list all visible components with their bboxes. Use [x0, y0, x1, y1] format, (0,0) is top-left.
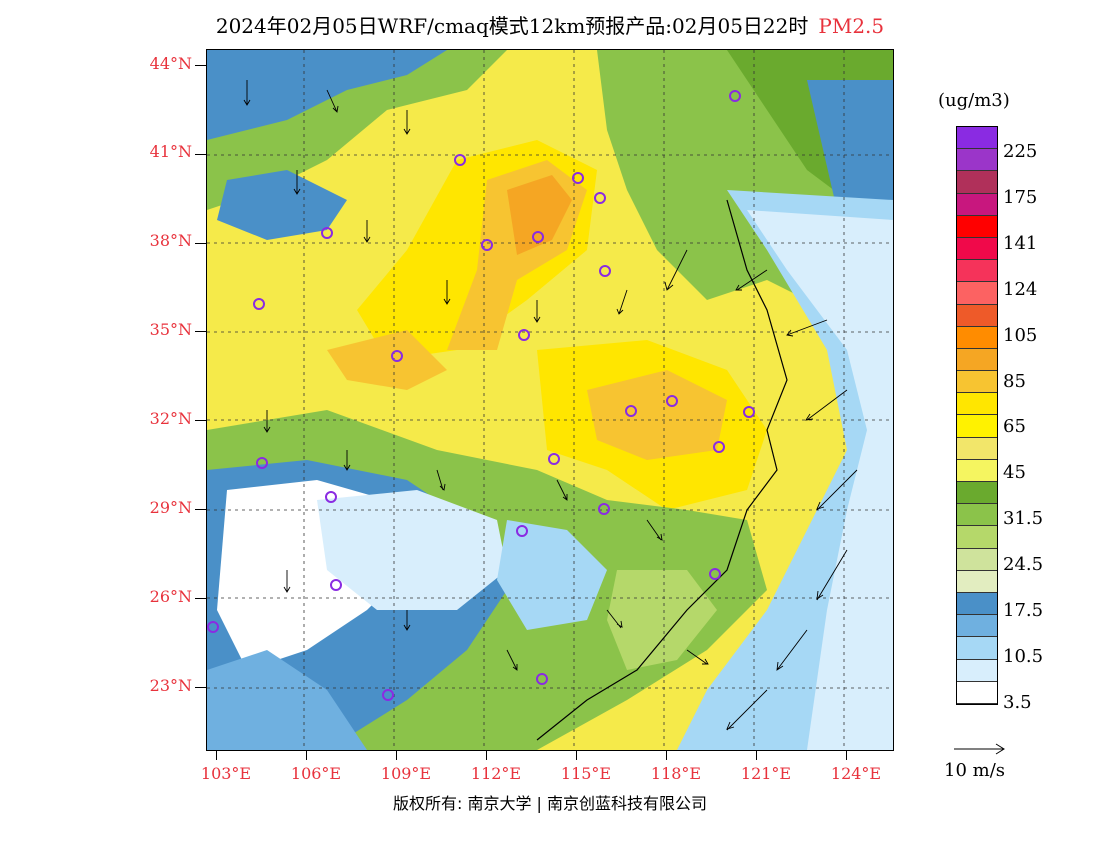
colorbar	[956, 126, 998, 705]
colorbar-swatch	[957, 482, 997, 505]
colorbar-swatch	[957, 237, 997, 261]
lon-label: 103°E	[200, 764, 252, 783]
lat-label: 38°N	[149, 231, 192, 250]
lat-label: 35°N	[149, 320, 192, 339]
colorbar-swatch	[957, 393, 997, 416]
colorbar-unit: (ug/m3)	[938, 90, 1010, 111]
colorbar-label: 225	[1003, 141, 1038, 162]
colorbar-swatch	[957, 592, 997, 616]
colorbar-swatch	[957, 548, 997, 571]
colorbar-swatch	[957, 637, 997, 660]
colorbar-swatch	[957, 171, 997, 194]
lat-label: 32°N	[149, 409, 192, 428]
colorbar-swatch	[957, 681, 997, 704]
colorbar-swatch	[957, 348, 997, 372]
colorbar-swatch	[957, 260, 997, 283]
colorbar-swatch	[957, 215, 997, 238]
colorbar-label: 85	[1003, 371, 1026, 392]
colorbar-swatch	[957, 437, 997, 460]
lon-label: 124°E	[830, 764, 882, 783]
colorbar-swatch	[957, 304, 997, 327]
colorbar-swatch	[957, 149, 997, 172]
lon-label: 118°E	[650, 764, 702, 783]
copyright: 版权所有: 南京大学 | 南京创蓝科技有限公司	[392, 794, 708, 813]
colorbar-label: 141	[1003, 233, 1038, 254]
map-title: 2024年02月05日WRF/cmaq模式12km预报产品:02月05日22时 P…	[0, 10, 1100, 39]
colorbar-label: 105	[1003, 325, 1038, 346]
colorbar-label: 65	[1003, 416, 1026, 437]
lon-label: 115°E	[560, 764, 612, 783]
colorbar-swatch	[957, 659, 997, 682]
lon-label: 112°E	[470, 764, 522, 783]
colorbar-swatch	[957, 326, 997, 349]
colorbar-label: 10.5	[1003, 646, 1044, 667]
colorbar-label: 31.5	[1003, 508, 1044, 529]
wind-legend-label: 10 m/s	[944, 760, 1005, 781]
lon-label: 109°E	[380, 764, 432, 783]
colorbar-swatch	[957, 526, 997, 549]
colorbar-swatch	[957, 459, 997, 482]
lon-label: 121°E	[740, 764, 792, 783]
lat-label: 29°N	[149, 498, 192, 517]
lon-label: 106°E	[290, 764, 342, 783]
colorbar-swatch	[957, 415, 997, 438]
colorbar-swatch	[957, 371, 997, 394]
colorbar-label: 17.5	[1003, 600, 1044, 621]
colorbar-label: 175	[1003, 187, 1038, 208]
colorbar-swatch	[957, 570, 997, 593]
colorbar-swatch	[957, 127, 997, 150]
colorbar-swatch	[957, 615, 997, 638]
colorbar-swatch	[957, 504, 997, 527]
colorbar-label: 24.5	[1003, 554, 1044, 575]
pm25-forecast-map	[206, 49, 894, 751]
title-text: 2024年02月05日WRF/cmaq模式12km预报产品:02月05日22时	[215, 14, 809, 38]
colorbar-swatch	[957, 193, 997, 216]
pollutant-label: PM2.5	[818, 14, 885, 38]
colorbar-swatch	[957, 282, 997, 305]
lat-label: 26°N	[149, 587, 192, 606]
colorbar-label: 3.5	[1003, 692, 1032, 713]
lat-label: 41°N	[149, 142, 192, 161]
colorbar-label: 45	[1003, 462, 1026, 483]
map-canvas	[207, 50, 893, 750]
lat-label: 44°N	[149, 54, 192, 73]
colorbar-label: 124	[1003, 279, 1038, 300]
wind-arrow-legend-icon	[954, 743, 1005, 755]
lat-label: 23°N	[149, 676, 192, 695]
